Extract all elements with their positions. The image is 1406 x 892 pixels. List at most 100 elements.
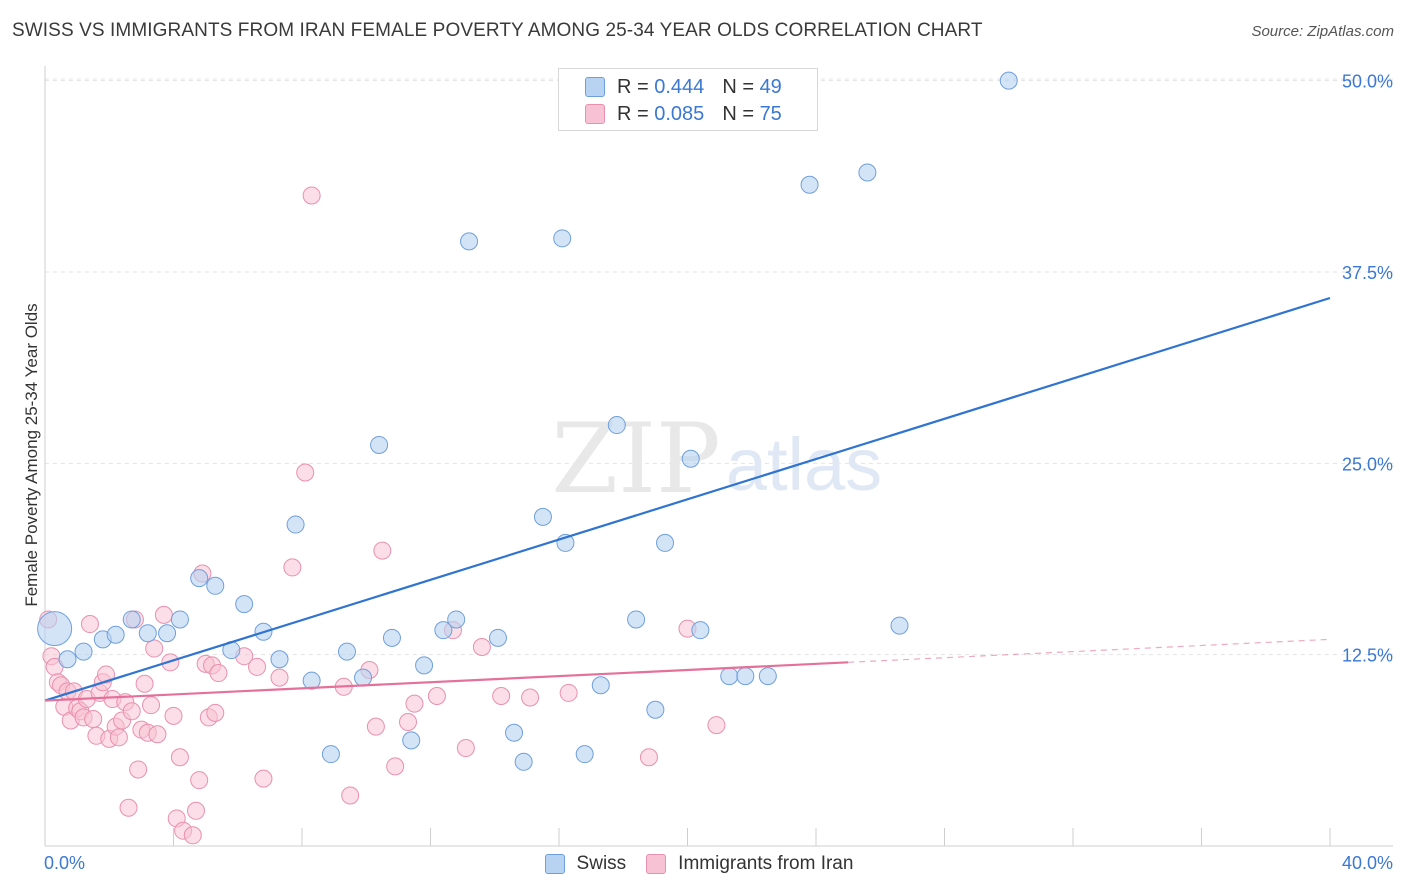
data-point-iran (341, 786, 360, 805)
data-point-swiss (158, 624, 177, 643)
data-point-swiss (591, 676, 610, 695)
data-point-swiss (533, 507, 552, 526)
data-point-swiss (354, 668, 373, 687)
y-tick-label: 12.5% (1342, 646, 1393, 666)
data-point-swiss (691, 621, 710, 640)
data-point-swiss (122, 610, 141, 629)
data-point-swiss (758, 667, 777, 686)
data-point-iran (405, 694, 424, 713)
x-tick-label: 40.0% (1342, 853, 1393, 873)
data-point-iran (164, 706, 183, 725)
source-label: Source: ZipAtlas.com (1251, 23, 1394, 40)
watermark: ZIP atlas (551, 403, 882, 515)
data-point-swiss (206, 576, 225, 595)
legend-label-iran: Immigrants from Iran (678, 853, 854, 874)
trend-line-swiss (44, 296, 1331, 702)
data-point-iran (80, 615, 99, 634)
data-point-swiss (505, 723, 524, 742)
data-point-swiss (553, 229, 572, 248)
data-point-iran (270, 668, 289, 687)
data-point-swiss (106, 625, 125, 644)
data-point-swiss (58, 650, 77, 669)
data-point-swiss (190, 569, 209, 588)
series-iran (39, 186, 726, 845)
data-point-swiss (415, 656, 434, 675)
legend-item-iran: Immigrants from Iran (646, 853, 853, 875)
data-point-iran (472, 638, 491, 657)
data-point-iran (399, 713, 418, 732)
r-label: R = (617, 75, 649, 98)
data-point-swiss (170, 610, 189, 629)
data-point-iran (129, 760, 148, 779)
data-point-iran (456, 739, 475, 758)
data-point-iran (186, 801, 205, 820)
data-point-swiss (370, 435, 389, 454)
data-point-swiss (488, 628, 507, 647)
data-point-iran (148, 725, 167, 744)
r-value-swiss: 0.444 (654, 75, 705, 98)
data-point-swiss (302, 671, 321, 690)
legend-item-swiss: Swiss (544, 853, 627, 875)
iran-swatch (585, 104, 605, 124)
data-point-iran (302, 186, 321, 205)
legend-row-iran: R = 0.085 N = 75 (585, 102, 782, 126)
trend-line-iran (44, 661, 849, 702)
axes (44, 66, 1393, 847)
data-point-swiss (514, 752, 533, 771)
legend-row-swiss: R = 0.444 N = 49 (585, 75, 782, 99)
data-point-iran (386, 757, 405, 776)
data-point-iran (122, 702, 141, 721)
data-point-iran (183, 826, 202, 845)
data-point-iran (209, 664, 228, 683)
data-point-iran (521, 688, 540, 707)
trend-lines (44, 296, 1331, 702)
data-point-swiss (402, 731, 421, 750)
data-point-iran (145, 639, 164, 658)
data-point-swiss (736, 667, 755, 686)
chart-title: SWISS VS IMMIGRANTS FROM IRAN FEMALE POV… (12, 20, 983, 41)
data-point-iran (119, 798, 138, 817)
data-point-iran (373, 541, 392, 560)
watermark-atlas: atlas (726, 423, 882, 506)
data-point-swiss (681, 449, 700, 468)
data-point-swiss (382, 628, 401, 647)
data-point-iran (84, 709, 103, 728)
data-point-iran (492, 686, 511, 705)
gridlines (45, 78, 1393, 656)
data-point-iran (248, 657, 267, 676)
data-point-iran (707, 716, 726, 735)
data-point-iran (109, 728, 128, 747)
data-point-iran (639, 748, 658, 767)
data-point-swiss (270, 650, 289, 669)
data-point-swiss (434, 621, 453, 640)
n-value-swiss: 49 (759, 75, 782, 98)
data-point-iran (254, 769, 273, 788)
x-tick-label: 0.0% (44, 853, 85, 873)
data-point-iran (170, 748, 189, 767)
data-point-iran (135, 674, 154, 693)
n-value-iran: 75 (759, 102, 782, 125)
n-label: N = (722, 75, 754, 98)
data-point-swiss (656, 533, 675, 552)
swiss-swatch (544, 854, 565, 874)
series-swiss (37, 71, 1018, 771)
data-point-iran (190, 771, 209, 790)
swiss-swatch (585, 77, 605, 97)
trend-line-iran-extension (848, 638, 1331, 663)
data-point-swiss (890, 616, 909, 635)
data-point-swiss (235, 595, 254, 614)
iran-swatch (646, 854, 667, 874)
data-point-iran (366, 717, 385, 736)
data-point-swiss (321, 745, 340, 764)
data-point-iran (427, 686, 446, 705)
data-point-swiss (720, 667, 739, 686)
data-point-swiss (37, 611, 73, 647)
data-point-swiss (858, 163, 877, 182)
data-point-swiss (337, 642, 356, 661)
data-point-swiss (575, 745, 594, 764)
correlation-legend: R = 0.444 N = 49 R = 0.085 N = 75 (558, 68, 818, 131)
legend-label-swiss: Swiss (576, 853, 627, 874)
data-point-swiss (627, 610, 646, 629)
data-point-swiss (999, 71, 1018, 90)
data-point-swiss (646, 700, 665, 719)
